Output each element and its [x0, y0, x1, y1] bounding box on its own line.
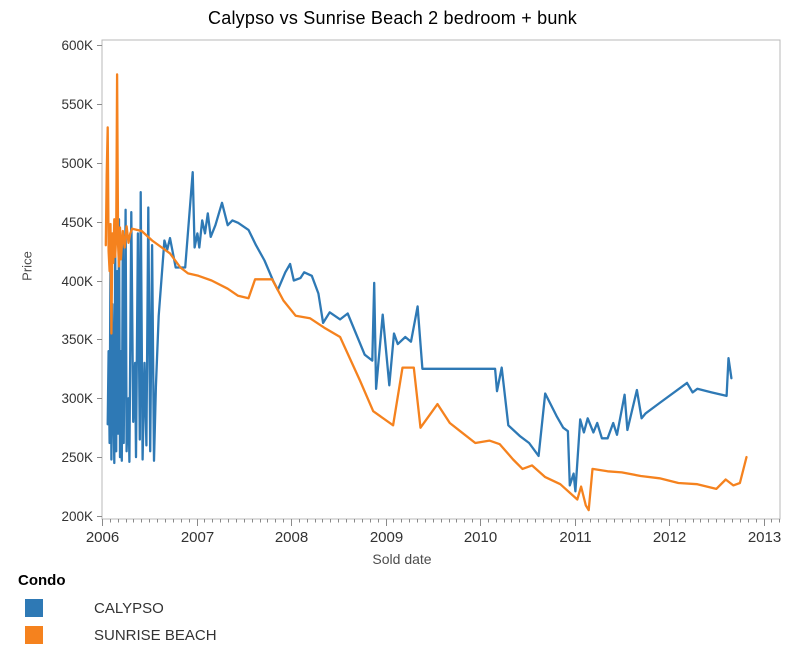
- y-tick-label: 200K: [61, 509, 93, 524]
- plot-area: 600K 550K 500K 450K 400K 350K 300K 250K 200K 2006…: [61, 38, 781, 546]
- legend: Condo CALYPSO SUNRISE BEACH: [10, 572, 217, 653]
- x-tick-label: 2010: [464, 529, 497, 546]
- x-tick-label: 2013: [748, 529, 781, 546]
- x-tick-label: 2011: [559, 529, 591, 546]
- sunrise-beach-line: [104, 73, 748, 512]
- plot-border: [101, 39, 781, 520]
- calypso-line: [106, 171, 733, 493]
- chart-title: Calypso vs Sunrise Beach 2 bedroom + bun…: [208, 8, 577, 28]
- y-tick-label: 600K: [61, 38, 93, 53]
- y-tick-label: 250K: [61, 450, 93, 465]
- x-tick-label: 2006: [86, 529, 119, 546]
- y-tick-label: 450K: [61, 215, 93, 230]
- y-tick-label: 500K: [61, 156, 93, 171]
- x-tick-label: 2008: [275, 529, 308, 546]
- legend-title: Condo: [18, 572, 66, 589]
- x-tick-label: 2007: [181, 529, 214, 546]
- calypso-swatch-icon: [25, 599, 43, 617]
- sunrise-beach-swatch-icon: [25, 626, 43, 644]
- x-tick-label: 2009: [370, 529, 403, 546]
- y-tick-label: 350K: [61, 332, 93, 347]
- x-tick-label: 2012: [653, 529, 686, 546]
- y-tick-label: 550K: [61, 97, 93, 112]
- y-tick-label: 300K: [61, 391, 93, 406]
- legend-item-calypso: CALYPSO: [25, 599, 217, 617]
- legend-item-label: SUNRISE BEACH: [94, 626, 217, 644]
- legend-item-sunrise-beach: SUNRISE BEACH: [25, 626, 217, 644]
- y-tick-label: 400K: [61, 274, 93, 289]
- legend-item-label: CALYPSO: [94, 599, 164, 617]
- x-axis-title: Sold date: [372, 551, 432, 567]
